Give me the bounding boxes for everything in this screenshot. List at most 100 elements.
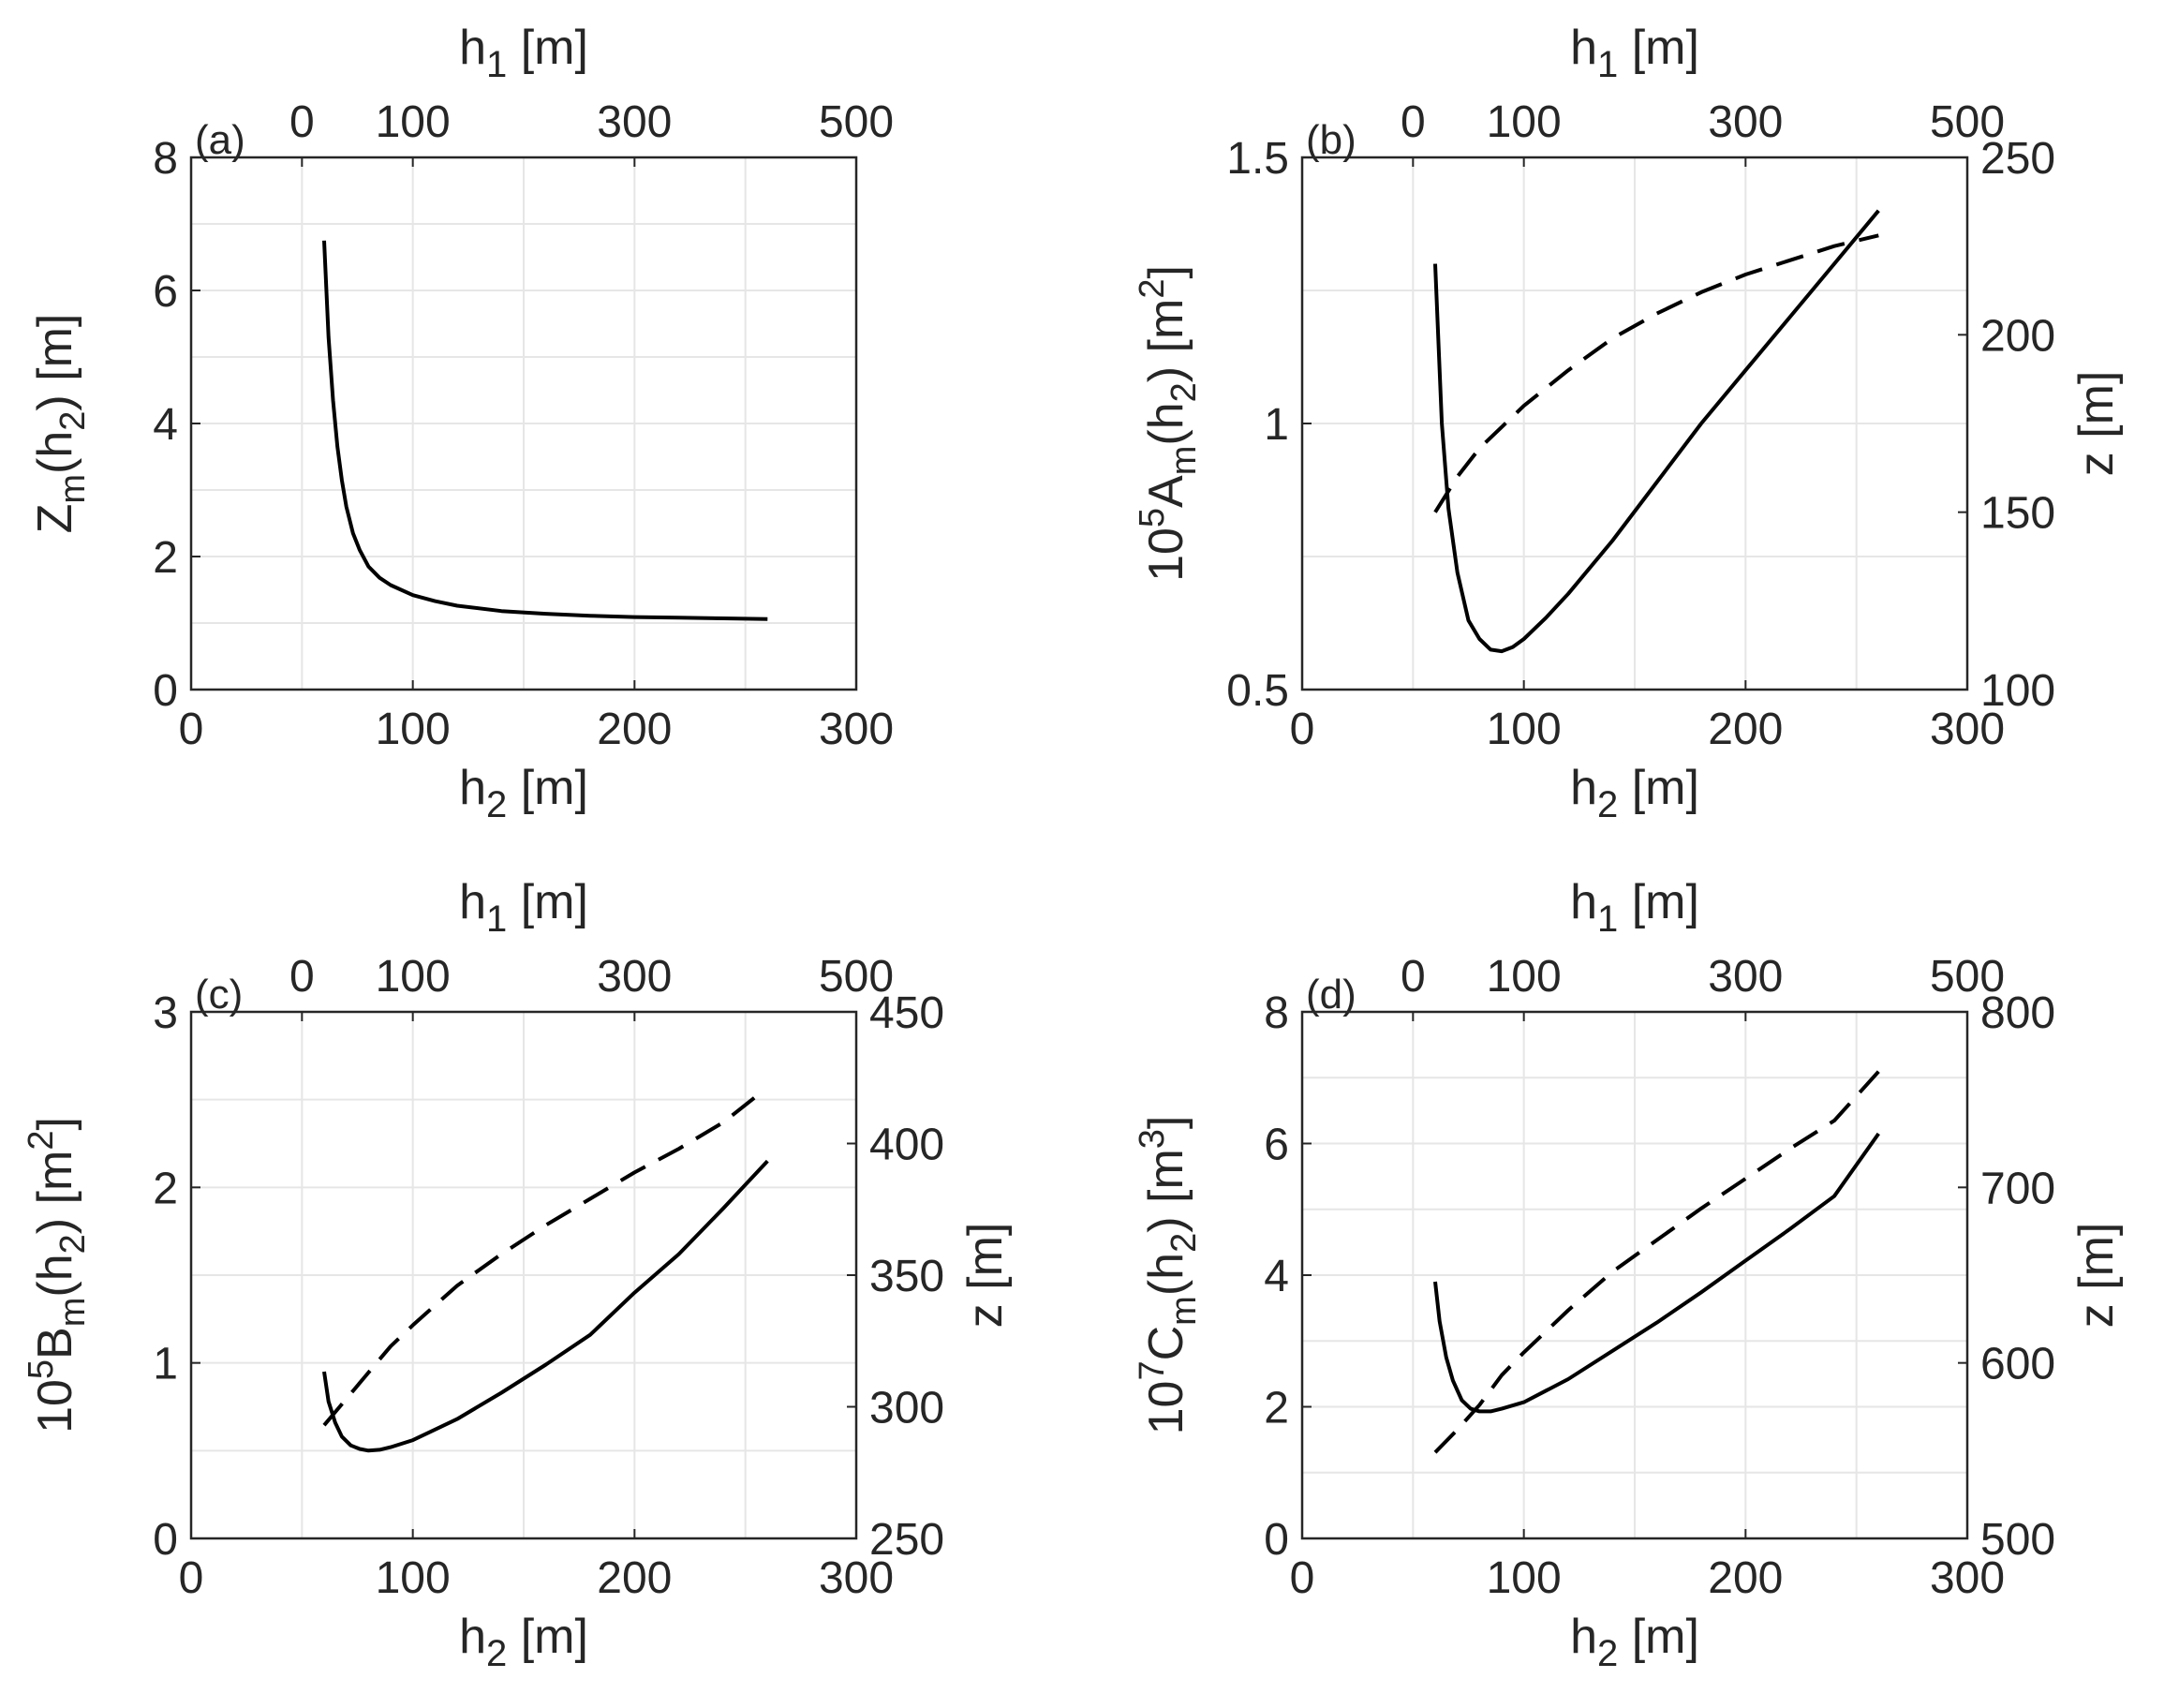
x-axis-label: h2 [m] (459, 761, 588, 825)
y2-axis-label-group: z [m] (958, 1223, 1013, 1329)
y-tick-label: 8 (153, 134, 178, 184)
y-axis-label: 107Cm(h2) [m3] (1133, 1116, 1204, 1435)
y-tick-label: 1 (1264, 400, 1289, 450)
y-tick-label: 3 (153, 988, 178, 1038)
x-axis-label: h2 [m] (1570, 761, 1699, 825)
top-tick-label: 0 (289, 952, 315, 1002)
top-axis-label: h1 [m] (459, 21, 588, 85)
top-tick-label: 300 (597, 952, 672, 1002)
top-tick-label: 100 (1487, 97, 1562, 147)
x-tick-label: 100 (376, 1553, 451, 1603)
y-axis-label-group: Zm(h2) [m] (28, 314, 93, 534)
y-tick-label: 6 (1264, 1121, 1289, 1170)
x-axis-label: h2 [m] (1570, 1610, 1699, 1674)
top-tick-label: 500 (819, 97, 894, 147)
y2-tick-label: 600 (1980, 1340, 2055, 1389)
y-tick-label: 0 (153, 1515, 178, 1565)
series-solid-line (322, 1159, 769, 1453)
y-tick-label: 0 (1264, 1515, 1289, 1565)
y2-tick-label: 400 (869, 1121, 944, 1170)
x-tick-label: 0 (179, 1553, 204, 1603)
y2-axis-label: z [m] (958, 1223, 1013, 1329)
top-tick-label: 500 (819, 952, 894, 1002)
x-tick-label: 0 (1290, 1553, 1315, 1603)
series-solid-line (322, 240, 768, 621)
x-tick-label: 100 (1487, 1553, 1562, 1603)
top-tick-label: 100 (376, 97, 451, 147)
y-tick-label: 6 (153, 267, 178, 317)
y2-axis-label: z [m] (2069, 1223, 2124, 1329)
y2-tick-label: 350 (869, 1252, 944, 1301)
top-axis-label: h1 [m] (459, 875, 588, 940)
y-axis-label: 105Am(h2) [m2] (1133, 265, 1204, 582)
top-tick-label: 100 (376, 952, 451, 1002)
y2-tick-label: 150 (1980, 489, 2055, 539)
series-solid-line (1433, 1132, 1880, 1414)
panel-label: (b) (1306, 117, 1356, 163)
y-tick-label: 2 (153, 533, 178, 583)
y2-tick-label: 500 (1980, 1515, 2055, 1565)
series-dashed-line (1433, 1070, 1880, 1454)
y2-tick-label: 250 (869, 1515, 944, 1565)
top-axis-label: h1 [m] (1570, 21, 1699, 85)
y2-tick-label: 250 (1980, 134, 2055, 184)
x-tick-label: 200 (1708, 705, 1783, 754)
y2-tick-label: 800 (1980, 988, 2055, 1038)
y-tick-label: 2 (153, 1164, 178, 1213)
y2-tick-label: 700 (1980, 1164, 2055, 1213)
x-tick-label: 300 (819, 705, 894, 754)
y-axis-label-group: 105Am(h2) [m2] (1133, 265, 1204, 582)
panel-label: (c) (195, 972, 243, 1017)
y-tick-label: 2 (1264, 1384, 1289, 1433)
y-axis-label-group: 107Cm(h2) [m3] (1133, 1116, 1204, 1435)
series-solid-line (1433, 209, 1880, 654)
x-axis-label: h2 [m] (459, 1610, 588, 1674)
x-tick-label: 200 (597, 1553, 672, 1603)
x-tick-label: 200 (1708, 1553, 1783, 1603)
y2-tick-label: 300 (869, 1384, 944, 1433)
y2-tick-label: 200 (1980, 311, 2055, 361)
y-tick-label: 0.5 (1226, 666, 1289, 716)
y2-tick-label: 100 (1980, 666, 2055, 716)
x-tick-label: 300 (1930, 1553, 2005, 1603)
top-tick-label: 300 (1708, 952, 1783, 1002)
y-tick-label: 1 (153, 1340, 178, 1389)
series-dashed-line (322, 1094, 758, 1427)
x-tick-label: 300 (819, 1553, 894, 1603)
top-tick-label: 300 (597, 97, 672, 147)
top-tick-label: 0 (289, 97, 315, 147)
y2-tick-label: 450 (869, 988, 944, 1038)
y-tick-label: 0 (153, 666, 178, 716)
x-tick-label: 0 (1290, 705, 1315, 754)
y-axis-label: 105Bm(h2) [m2] (22, 1117, 93, 1433)
panel-a: 0 100 200 300 0 100 300 500 0 2 4 6 8 (a) h2 [m] h1 [m]… (28, 21, 894, 825)
y2-axis-label: z [m] (2069, 371, 2124, 477)
y-tick-label: 8 (1264, 988, 1289, 1038)
top-tick-label: 100 (1487, 952, 1562, 1002)
y-tick-label: 1.5 (1226, 134, 1289, 184)
panel-label: (a) (195, 117, 245, 163)
series-dashed-line (1433, 233, 1879, 513)
y-tick-label: 4 (1264, 1252, 1289, 1301)
y-axis-label: Zm(h2) [m] (28, 314, 93, 534)
x-tick-label: 300 (1930, 705, 2005, 754)
y-axis-label-group: 105Bm(h2) [m2] (22, 1117, 93, 1433)
top-tick-label: 500 (1930, 97, 2005, 147)
x-tick-label: 200 (597, 705, 672, 754)
top-tick-label: 0 (1401, 97, 1426, 147)
x-tick-label: 100 (376, 705, 451, 754)
y-tick-label: 4 (153, 400, 178, 450)
top-tick-label: 500 (1930, 952, 2005, 1002)
top-tick-label: 0 (1401, 952, 1426, 1002)
x-tick-label: 100 (1487, 705, 1562, 754)
top-tick-label: 300 (1708, 97, 1783, 147)
x-tick-label: 0 (179, 705, 204, 754)
y2-axis-label-group: z [m] (2069, 371, 2124, 477)
top-axis-label: h1 [m] (1570, 875, 1699, 940)
panel-label: (d) (1306, 972, 1356, 1017)
y2-axis-label-group: z [m] (2069, 1223, 2124, 1329)
